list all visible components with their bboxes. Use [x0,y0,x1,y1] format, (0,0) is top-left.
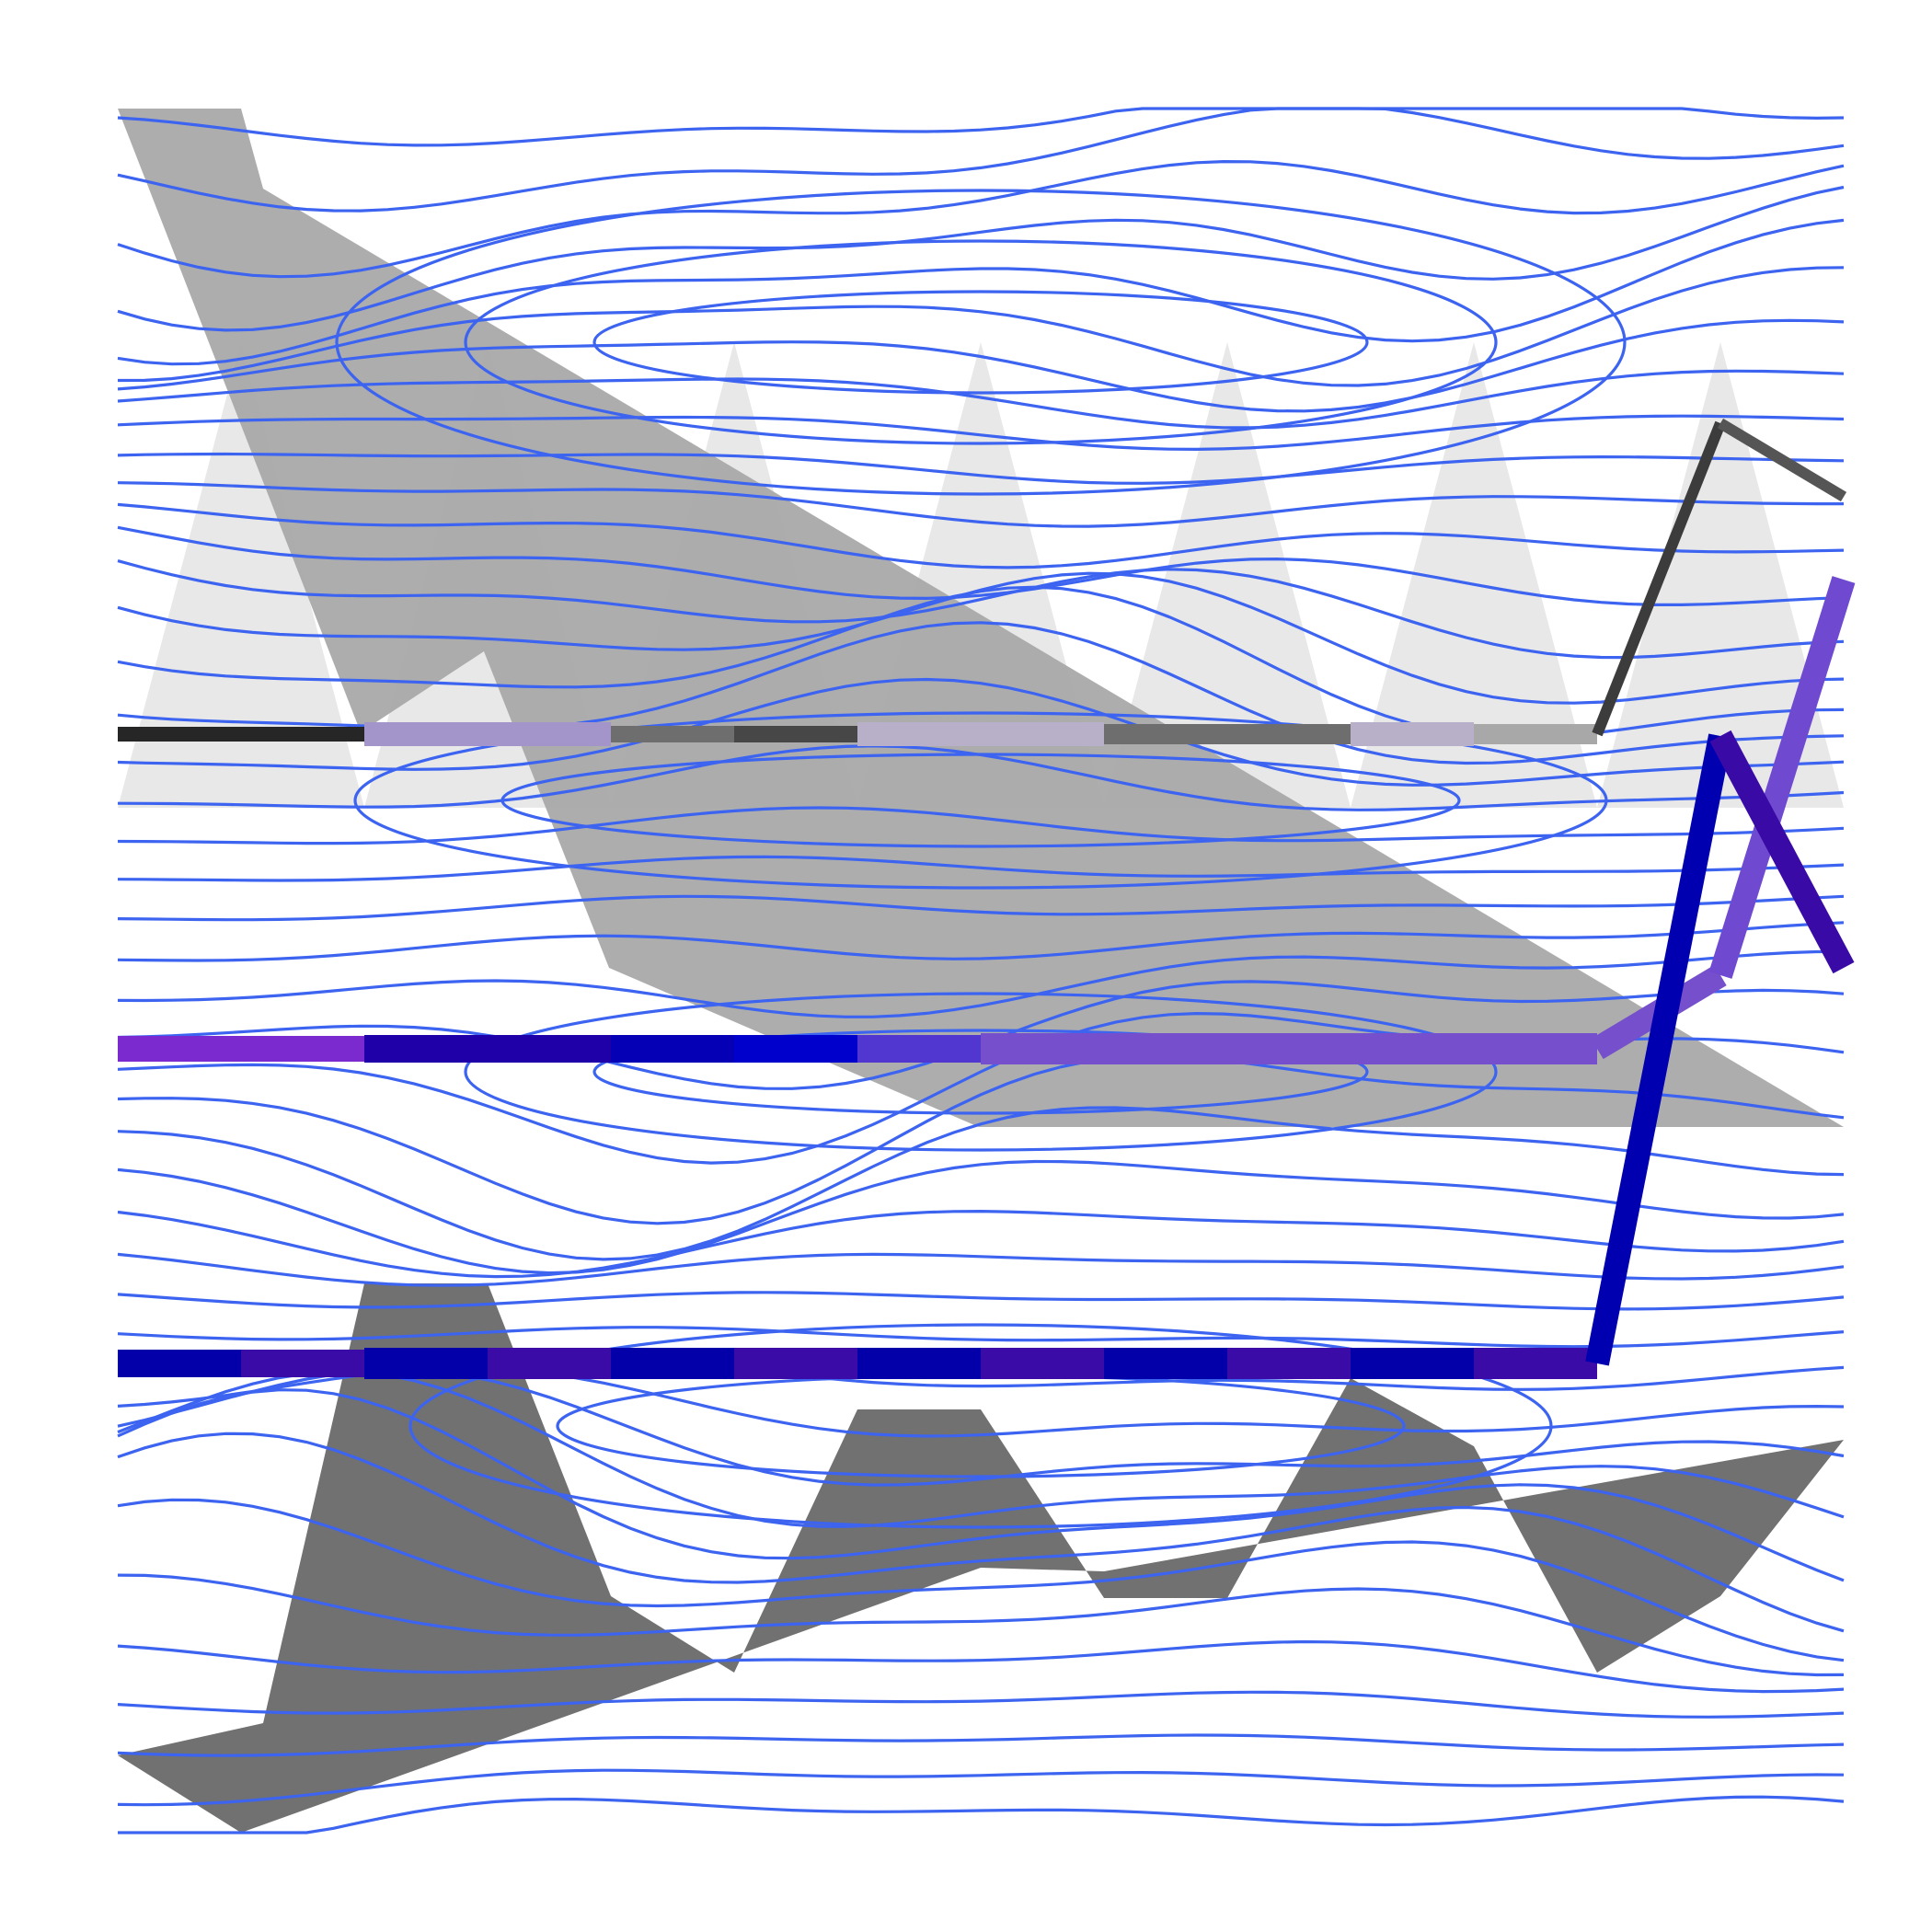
contour-line [117,1326,1845,1349]
contour-loop [353,711,1608,890]
contour-loop [500,753,1461,848]
contour-line [117,502,1845,569]
bottom-ribbon-segment [488,1348,611,1379]
middle-ribbon-segment [1227,1033,1351,1064]
contour-line [117,921,1845,962]
dark-grey-polygon [118,1283,1844,1833]
contour-line [117,414,1845,452]
contour-loop [464,239,1498,445]
contour-line [117,369,1845,430]
bottom-ribbon-segment [1104,1348,1227,1379]
contour-line [117,1690,1845,1719]
top-ribbon-segment [488,722,611,746]
top-ribbon-segment [1474,724,1597,744]
bottom-ribbon-segment [981,1348,1104,1379]
bottom-ribbon-segment [857,1348,981,1379]
top-ribbon-segment [1227,724,1351,744]
contour-line [117,452,1845,485]
bottom-ribbon-segment [1351,1348,1474,1379]
contour-line [117,1209,1845,1279]
middle-ribbon-segment [118,1036,241,1062]
contour-line [117,677,1845,787]
top-ribbon-segment [857,722,981,746]
middle-ribbon-segment [1351,1033,1474,1064]
bottom-ribbon-end-segment [1585,733,1732,1366]
contour-lines [117,107,1845,1834]
contour-line [117,1054,1845,1225]
grey-wedge-shape [118,109,1844,1127]
contour-loop [335,189,1627,496]
contour-loop [408,1323,1553,1529]
contour-line [117,949,1845,1018]
contour-line [118,1795,1845,1834]
contour-line [117,855,1845,882]
bottom-ribbon-end-segment [1709,730,1855,974]
contour-line [117,525,1845,606]
contour-line [117,559,1845,660]
top-ribbon-segment [241,727,364,742]
middle-ribbon-segment [857,1035,981,1063]
contour-line [117,1291,1845,1311]
top-ribbon-segment [1351,722,1474,746]
contour-line [117,218,1845,366]
bottom-ribbon-segment [118,1350,241,1377]
contour-line [117,1573,1845,1677]
middle-ribbon-segment [1474,1033,1597,1064]
contour-line [117,318,1845,413]
top-ribbon-segment [118,727,241,742]
ribbons [118,418,1856,1379]
top-ribbon-end-segment [1717,418,1847,502]
bottom-ribbon-segment [1474,1348,1597,1379]
contour-loop [464,992,1498,1152]
contour-line [117,1432,1845,1633]
contour-line [117,481,1844,528]
contour-line [117,1498,1845,1662]
contour-line [117,159,1845,279]
contour-line [117,1639,1845,1694]
contour-line [117,107,1845,213]
middle-ribbon-segment [981,1033,1104,1064]
contour-line [117,1159,1845,1275]
top-ribbon-segment [981,722,1104,746]
top-ribbon-segment [734,726,857,742]
middle-ribbon-segment [1104,1033,1227,1064]
middle-ribbon-segment [241,1036,364,1062]
bottom-ribbon-segment [241,1350,364,1377]
middle-ribbon-segment [488,1035,611,1063]
contour-line [117,1388,1845,1582]
contour-line [117,1733,1845,1757]
top-ribbon-segment [1104,724,1227,744]
contour-line [117,266,1845,387]
bottom-ribbon-segment [734,1348,857,1379]
contour-line [117,1106,1845,1261]
middle-ribbon-end-segment [1708,576,1856,979]
bottom-ribbon-segment [611,1348,734,1379]
top-ribbon-segment [364,722,488,746]
top-ribbon-segment [611,726,734,742]
bottom-ribbon-segment [1227,1348,1351,1379]
contour-line [117,1768,1845,1807]
bottom-ribbon-segment [364,1348,488,1379]
contour-loop [592,1029,1369,1115]
top-ribbon-end-segment [1592,420,1726,737]
middle-ribbon-segment [734,1035,857,1063]
middle-ribbon-segment [611,1035,734,1063]
contour-loop [592,290,1369,395]
middle-ribbon-segment [364,1035,488,1063]
contour-line [117,1252,1845,1287]
contour-line [117,107,1845,147]
contour-line [117,894,1845,922]
